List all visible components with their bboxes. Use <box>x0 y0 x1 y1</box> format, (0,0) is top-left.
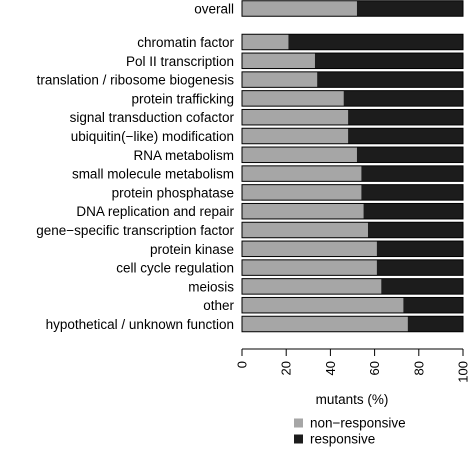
bar-outline-6 <box>241 146 464 164</box>
bar-segment-8-1 <box>361 184 463 201</box>
category-label-11: protein kinase <box>150 242 234 257</box>
bar-segment-4-0 <box>242 109 349 125</box>
x-tick-label-2: 40 <box>323 361 338 375</box>
bar-segment-15-0 <box>242 316 408 332</box>
x-axis-title: mutants (%) <box>316 392 389 407</box>
legend-label-1: responsive <box>310 432 375 447</box>
bar-segment-3-1 <box>343 90 463 107</box>
bar-outline-14 <box>241 296 464 314</box>
bar-segment-5-1 <box>348 128 463 144</box>
x-axis: 0 20 40 60 80 100 <box>235 348 471 383</box>
category-label-0: chromatin factor <box>137 35 234 50</box>
bar-segment-0-0 <box>242 34 289 50</box>
category-label-12: cell cycle regulation <box>116 261 234 276</box>
legend-label-0: non−responsive <box>310 416 406 431</box>
bar-outline-8 <box>241 184 464 201</box>
category-label-5: ubiquitin(−like) modification <box>71 129 234 144</box>
category-label-14: other <box>203 298 234 313</box>
bar-segment-9-1 <box>363 203 463 219</box>
bar-segment-2-1 <box>317 71 463 88</box>
bar-segment-10-0 <box>242 222 368 238</box>
category-label-3: protein trafficking <box>131 91 234 106</box>
bar-outline-0 <box>241 33 464 51</box>
bar-segment-7-1 <box>361 165 463 182</box>
bar-outline-7 <box>241 165 464 182</box>
bar-segment-13-1 <box>381 278 463 295</box>
bars-layer <box>241 0 464 333</box>
bar-outline-3 <box>241 90 464 107</box>
bar-segment-12-0 <box>242 259 377 276</box>
bar-segment-6-0 <box>242 147 357 163</box>
category-label-9: DNA replication and repair <box>76 204 234 219</box>
bar-outline-11 <box>241 240 464 258</box>
bar-segment-15-1 <box>407 316 463 332</box>
bar-outline-15 <box>241 315 464 333</box>
bar-segment-14-1 <box>403 297 463 313</box>
category-labels: overall chromatin factor Pol II transcript… <box>36 2 234 333</box>
category-label-8: protein phosphatase <box>112 185 234 200</box>
category-label-4: signal transduction cofactor <box>70 110 235 125</box>
bar-segment-11-1 <box>376 241 463 257</box>
bar-segment-8-0 <box>242 184 362 201</box>
legend-swatch-1 <box>294 434 303 444</box>
bar-segment-6-1 <box>356 147 463 163</box>
category-label-13: meiosis <box>188 279 234 294</box>
bar-segment-0-1 <box>288 34 463 50</box>
bar-outline-2 <box>241 71 464 88</box>
bar-outline-1 <box>241 52 464 70</box>
x-tick-label-3: 60 <box>367 361 382 375</box>
bar-segment-2-0 <box>242 71 318 88</box>
bar-outline-5 <box>241 127 464 145</box>
x-tick-label-4: 80 <box>411 361 426 375</box>
bar-segment-9-0 <box>242 203 364 219</box>
bar-segment-13-0 <box>242 278 382 295</box>
bar-segment-overall-0 <box>242 0 357 17</box>
bar-segment-overall-1 <box>356 0 463 17</box>
legend-swatch-0 <box>294 418 303 428</box>
bar-outline-overall <box>241 0 464 17</box>
bar-segment-5-0 <box>242 128 349 144</box>
x-tick-label-1: 20 <box>279 361 294 375</box>
bar-segment-1-0 <box>242 53 315 69</box>
category-label-2: translation / ribosome biogenesis <box>37 73 235 88</box>
bar-outline-12 <box>241 259 464 276</box>
x-tick-label-0: 0 <box>235 361 250 368</box>
bar-segment-12-1 <box>376 259 463 276</box>
bar-outline-13 <box>241 278 464 295</box>
category-label-6: RNA metabolism <box>133 148 234 163</box>
category-label-1: Pol II transcription <box>126 54 234 69</box>
bar-segment-3-0 <box>242 90 344 107</box>
category-label-10: gene−specific transcription factor <box>36 223 234 238</box>
bar-outline-10 <box>241 221 464 239</box>
bar-segment-4-1 <box>348 109 463 125</box>
category-label-7: small molecule metabolism <box>72 167 234 182</box>
bar-segment-7-0 <box>242 165 362 182</box>
category-label-15: hypothetical / unknown function <box>46 317 234 332</box>
category-label-overall: overall <box>194 2 234 17</box>
bar-outline-4 <box>241 108 464 126</box>
bar-segment-1-1 <box>314 53 463 69</box>
x-tick-label-5: 100 <box>456 361 471 383</box>
bar-segment-11-0 <box>242 241 377 257</box>
bar-segment-10-1 <box>367 222 463 238</box>
bar-segment-14-0 <box>242 297 404 313</box>
bar-outline-9 <box>241 202 464 220</box>
